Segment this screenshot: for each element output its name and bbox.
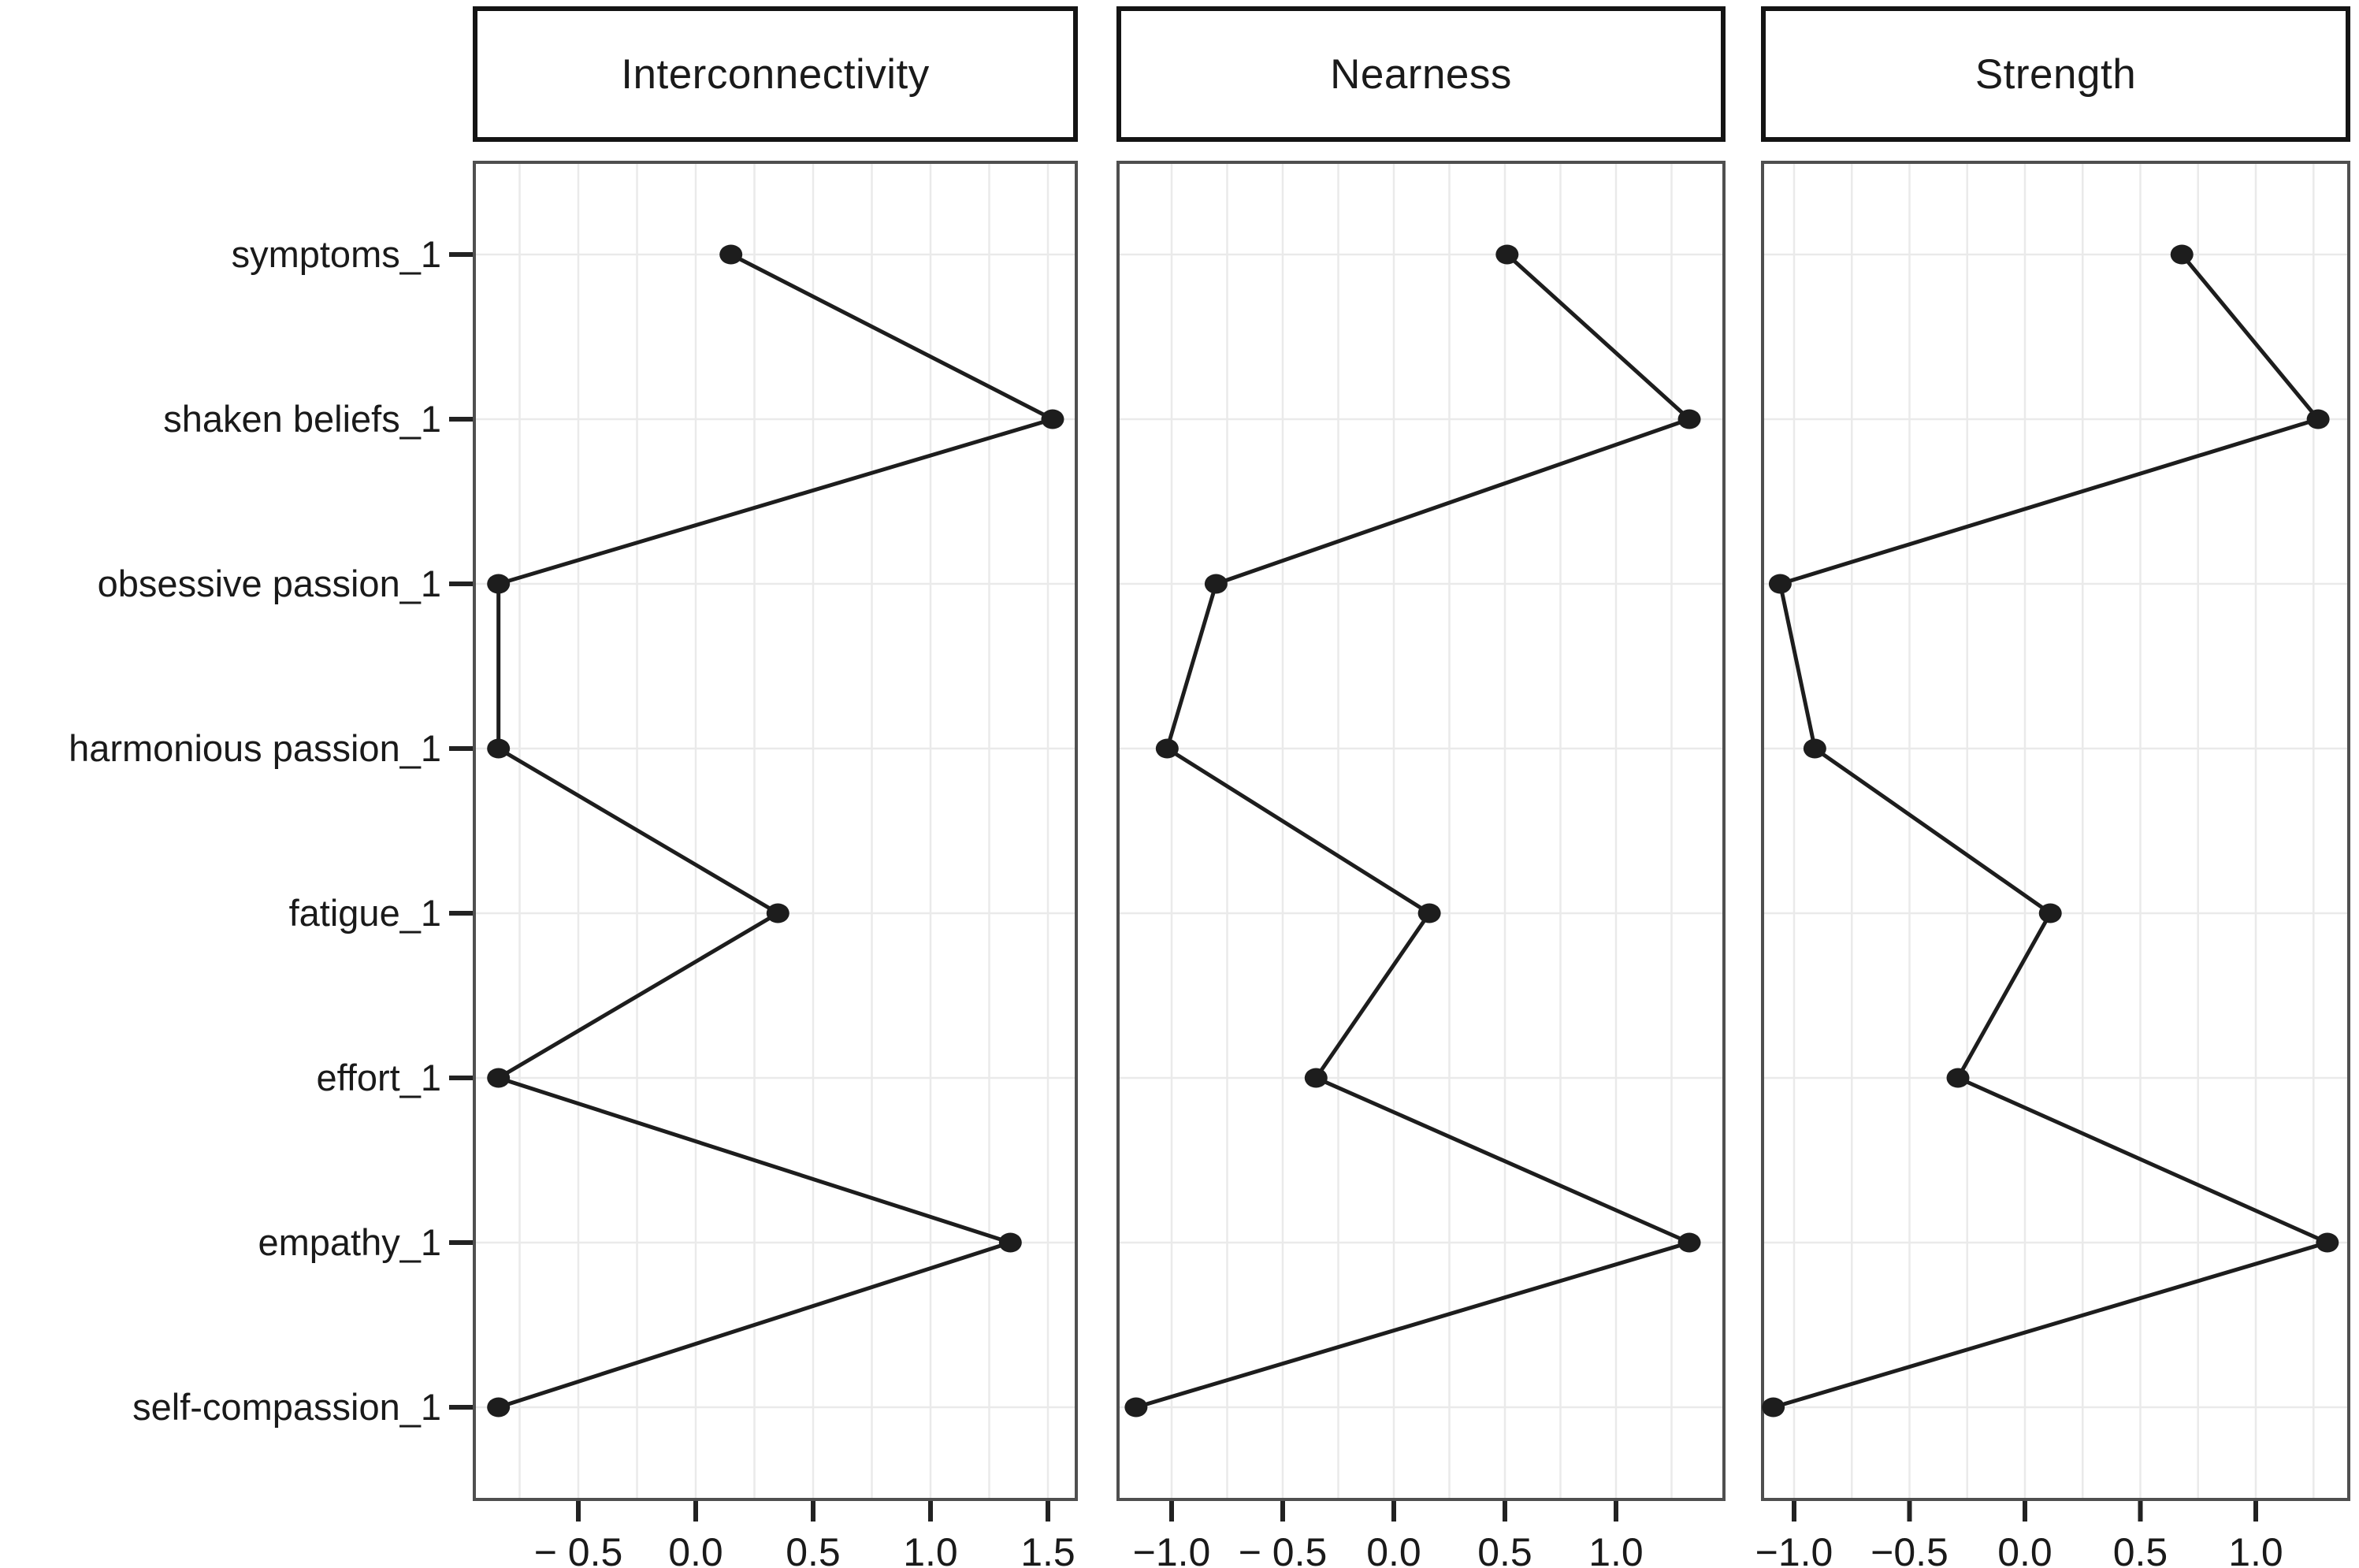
data-point <box>2316 1232 2339 1253</box>
y-axis-tick <box>449 911 473 916</box>
data-point <box>1417 903 1441 923</box>
x-tick-label: −1.0 <box>1755 1530 1833 1568</box>
y-axis-tick <box>449 1405 473 1410</box>
y-axis-tick <box>449 581 473 586</box>
y-axis-label-shaken-beliefs: shaken beliefs_1 <box>163 398 441 440</box>
x-tick-label: 0.5 <box>1477 1530 1532 1568</box>
data-point <box>487 574 511 594</box>
data-point <box>998 1232 1022 1253</box>
plot-panel-nearness: −1.0 − 0.5 0.0 0.5 1.0 <box>1116 161 1726 1568</box>
y-axis-tick <box>449 1240 473 1245</box>
y-axis-label-symptoms: symptoms_1 <box>231 233 441 275</box>
x-tick-label: 1.0 <box>1588 1530 1644 1568</box>
y-axis-tick <box>449 252 473 257</box>
data-point <box>719 244 743 265</box>
data-point <box>2170 244 2194 265</box>
data-point <box>487 1068 511 1088</box>
panel-title: Nearness <box>1330 50 1512 98</box>
panel-header-interconnectivity: Interconnectivity <box>473 6 1078 142</box>
data-point <box>766 903 789 923</box>
panel-title: Strength <box>1975 50 2137 98</box>
panel-title: Interconnectivity <box>621 50 930 98</box>
x-tick-label: 0.0 <box>668 1530 723 1568</box>
data-point <box>1768 574 1792 594</box>
data-point <box>1946 1068 1970 1088</box>
data-point <box>1677 1232 1701 1253</box>
data-point <box>1304 1068 1328 1088</box>
x-tick-label: 1.0 <box>903 1530 958 1568</box>
y-axis-tick <box>449 417 473 422</box>
data-point <box>1155 738 1179 759</box>
x-tick-label: 0.5 <box>2113 1530 2168 1568</box>
data-point <box>1803 738 1826 759</box>
panel-border <box>1761 161 2350 1501</box>
x-tick-label: 1.5 <box>1020 1530 1075 1568</box>
data-point <box>487 1397 511 1418</box>
x-tick-label: 1.0 <box>2228 1530 2283 1568</box>
plot-panel-interconnectivity: − 0.5 0.0 0.5 1.0 1.5 <box>473 161 1078 1568</box>
x-tick-label: −1.0 <box>1133 1530 1211 1568</box>
data-point <box>1495 244 1519 265</box>
series-line <box>493 252 1058 1410</box>
y-axis-label-obsessive-passion: obsessive passion_1 <box>97 563 441 604</box>
x-tick-label: − 0.5 <box>534 1530 623 1568</box>
panel-border <box>473 161 1078 1501</box>
data-point <box>2038 903 2062 923</box>
y-axis-label-effort: effort_1 <box>316 1057 441 1098</box>
y-axis-tick <box>449 746 473 751</box>
panel-header-nearness: Nearness <box>1116 6 1726 142</box>
panel-header-strength: Strength <box>1761 6 2350 142</box>
y-axis-tick <box>449 1076 473 1080</box>
data-point <box>487 738 511 759</box>
x-tick-label: − 0.5 <box>1239 1530 1328 1568</box>
y-axis-label-harmonious-passion: harmonious passion_1 <box>69 727 441 769</box>
x-tick-label: 0.0 <box>1997 1530 2053 1568</box>
series-line <box>1135 253 1696 1410</box>
panel-border <box>1116 161 1726 1501</box>
data-point <box>2306 409 2330 429</box>
data-point <box>1762 1397 1785 1418</box>
x-tick-label: −0.5 <box>1870 1530 1948 1568</box>
data-point <box>1204 574 1228 594</box>
x-tick-label: 0.5 <box>786 1530 841 1568</box>
y-axis-label-fatigue: fatigue_1 <box>288 892 441 934</box>
data-point <box>1041 409 1064 429</box>
y-axis-label-self-compassion: self-compassion_1 <box>132 1386 441 1428</box>
plot-panel-strength: −1.0 −0.5 0.0 0.5 1.0 <box>1755 161 2350 1568</box>
series-line <box>1772 253 2334 1410</box>
x-tick-label: 0.0 <box>1366 1530 1421 1568</box>
y-axis-label-empathy: empathy_1 <box>258 1221 441 1263</box>
data-point <box>1677 409 1701 429</box>
data-point <box>1124 1397 1148 1418</box>
